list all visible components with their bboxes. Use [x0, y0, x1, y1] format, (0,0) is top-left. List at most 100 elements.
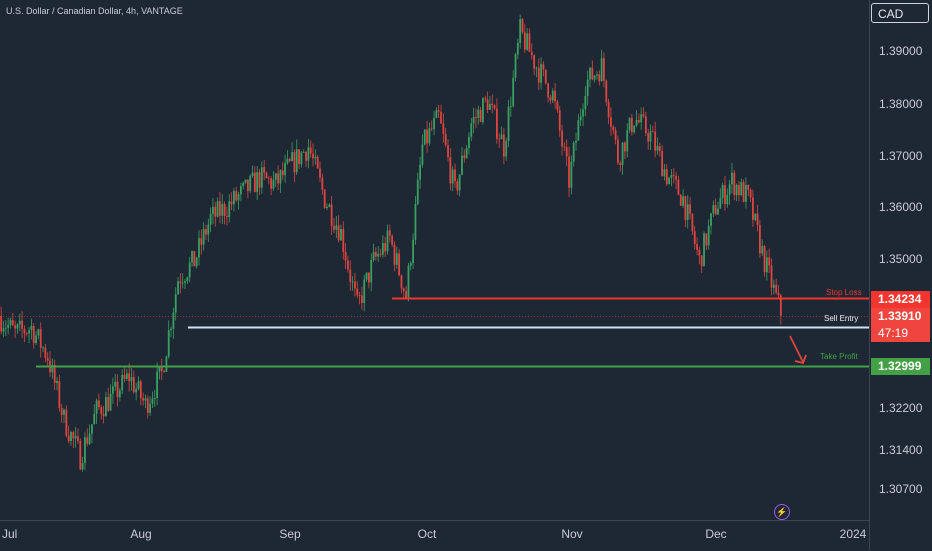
- candle-body: [458, 174, 461, 191]
- candle-body: [316, 156, 319, 169]
- candle-body: [326, 206, 328, 209]
- candle-body: [754, 213, 757, 220]
- candle-body: [98, 400, 100, 408]
- candle-body: [768, 257, 771, 266]
- candle-body: [542, 64, 545, 70]
- candle-body: [447, 145, 449, 158]
- candle-body: [451, 169, 454, 184]
- candle-body: [747, 184, 750, 190]
- candle-body: [267, 178, 270, 179]
- candle-body: [502, 134, 505, 157]
- candle-body: [165, 356, 168, 372]
- candle-body: [307, 147, 310, 161]
- candle-body: [456, 181, 459, 191]
- price-tick: 1.32200: [879, 401, 923, 415]
- candle-body: [314, 156, 317, 159]
- candle-body: [270, 178, 273, 189]
- candle-body: [288, 158, 291, 161]
- candle-body: [745, 184, 747, 202]
- candle-body: [630, 117, 633, 133]
- candle-body: [752, 197, 754, 220]
- candle-body: [77, 436, 79, 441]
- lightning-icon[interactable]: ⚡: [774, 504, 790, 520]
- candle-body: [605, 80, 608, 102]
- candle-body: [104, 397, 107, 417]
- candle-body: [398, 253, 401, 276]
- candle-body: [167, 330, 170, 357]
- candle-body: [561, 130, 563, 147]
- candle-body: [277, 173, 280, 184]
- candle-body: [598, 74, 601, 82]
- candle-body: [575, 140, 577, 143]
- candle-body: [412, 239, 415, 264]
- currency-selector[interactable]: CAD: [871, 3, 929, 23]
- candle-body: [361, 295, 363, 303]
- candle-body: [558, 110, 561, 131]
- candle-body: [733, 172, 736, 196]
- candle-body: [135, 388, 138, 393]
- candle-body: [51, 364, 54, 373]
- candle-body: [482, 98, 484, 122]
- candle-body: [621, 142, 624, 166]
- candle-body: [163, 370, 165, 372]
- candle-body: [589, 67, 591, 80]
- candle-body: [672, 174, 675, 176]
- candle-body: [137, 381, 140, 389]
- candle-body: [374, 251, 377, 257]
- candle-body: [109, 393, 112, 411]
- price-axis[interactable]: [869, 0, 932, 550]
- candle-body: [470, 123, 473, 137]
- candle-body: [205, 229, 207, 235]
- candle-body: [440, 111, 442, 124]
- candle-body: [479, 109, 482, 122]
- candle-body: [423, 129, 426, 145]
- candle-body: [263, 167, 266, 173]
- candle-body: [475, 117, 477, 118]
- candle-body: [149, 403, 152, 413]
- candle-body: [58, 380, 61, 408]
- candle-body: [256, 172, 259, 193]
- candle-body: [142, 398, 145, 401]
- price-tick: 1.31400: [879, 443, 923, 457]
- candle-body: [603, 58, 605, 81]
- candle-body: [21, 320, 24, 329]
- candle-body: [577, 120, 580, 141]
- price-plot[interactable]: [0, 0, 869, 520]
- candle-body: [300, 152, 303, 165]
- candle-body: [486, 99, 489, 110]
- candle-body: [237, 194, 240, 201]
- candle-body: [763, 246, 766, 273]
- candle-body: [493, 105, 496, 109]
- candle-body: [172, 312, 175, 329]
- candle-body: [249, 176, 252, 192]
- candle-body: [437, 110, 440, 112]
- candle-body: [540, 64, 543, 83]
- candle-body: [309, 147, 312, 154]
- candle-body: [537, 67, 540, 83]
- candle-body: [272, 179, 275, 189]
- candle-body: [593, 75, 596, 80]
- candle-body: [665, 169, 668, 185]
- candle-body: [656, 146, 659, 151]
- candle-body: [344, 251, 347, 261]
- time-tick: 2024: [839, 527, 867, 541]
- price-tick: 1.30700: [879, 482, 923, 496]
- time-axis[interactable]: [0, 520, 869, 551]
- candle-body: [386, 230, 389, 252]
- candle-body: [253, 172, 256, 193]
- candle-body: [384, 243, 387, 252]
- candle-body: [63, 409, 65, 415]
- candle-body: [731, 172, 733, 185]
- candle-body: [619, 162, 622, 166]
- candle-body: [654, 131, 657, 151]
- time-tick: Oct: [417, 527, 437, 541]
- candle-body: [526, 33, 529, 50]
- candle-body: [523, 32, 526, 50]
- candle-body: [244, 179, 247, 183]
- candle-body: [74, 436, 77, 439]
- candle-body: [125, 373, 128, 379]
- candle-body: [651, 131, 654, 133]
- candle-body: [661, 151, 664, 177]
- candle-body: [335, 225, 338, 230]
